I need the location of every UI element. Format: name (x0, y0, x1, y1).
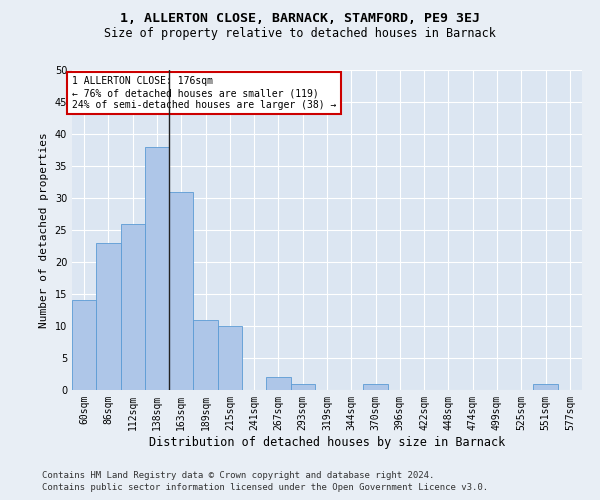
Text: Size of property relative to detached houses in Barnack: Size of property relative to detached ho… (104, 28, 496, 40)
Bar (169, 192, 193, 390)
X-axis label: Distribution of detached houses by size in Barnack: Distribution of detached houses by size … (149, 436, 505, 448)
Y-axis label: Number of detached properties: Number of detached properties (39, 132, 49, 328)
Text: Contains HM Land Registry data © Crown copyright and database right 2024.: Contains HM Land Registry data © Crown c… (42, 471, 434, 480)
Text: 1, ALLERTON CLOSE, BARNACK, STAMFORD, PE9 3EJ: 1, ALLERTON CLOSE, BARNACK, STAMFORD, PE… (120, 12, 480, 26)
Text: 1 ALLERTON CLOSE: 176sqm
← 76% of detached houses are smaller (119)
24% of semi-: 1 ALLERTON CLOSE: 176sqm ← 76% of detach… (72, 76, 337, 110)
Bar (218, 326, 242, 390)
Bar (364, 384, 388, 390)
Bar (121, 224, 145, 390)
Bar (96, 243, 121, 390)
Bar (290, 384, 315, 390)
Bar (193, 320, 218, 390)
Text: Contains public sector information licensed under the Open Government Licence v3: Contains public sector information licen… (42, 484, 488, 492)
Bar (533, 384, 558, 390)
Bar (145, 147, 169, 390)
Bar (72, 300, 96, 390)
Bar (266, 377, 290, 390)
